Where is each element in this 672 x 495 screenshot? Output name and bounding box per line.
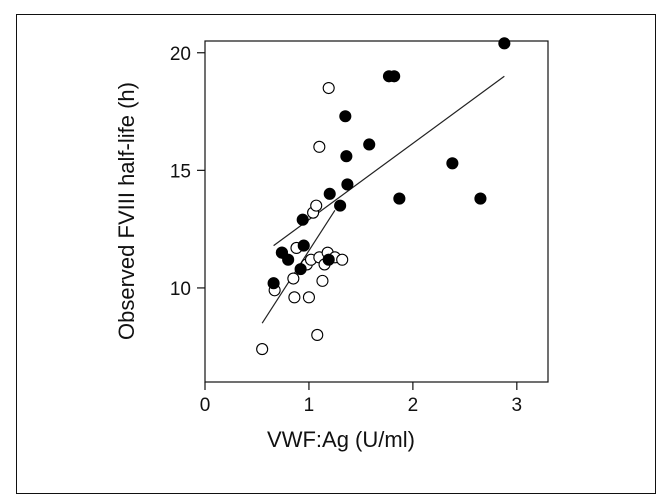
filled-point bbox=[334, 199, 347, 212]
open-point bbox=[313, 140, 326, 153]
filled-point bbox=[322, 253, 335, 266]
y-tick-label: 15 bbox=[170, 161, 191, 182]
data-points bbox=[256, 37, 511, 356]
figure-frame: 0 1 2 3 10 15 20 VWF:Ag (U/ml) Observed FVIII … bbox=[16, 14, 656, 494]
filled-point bbox=[294, 263, 307, 276]
y-tick-label: 20 bbox=[170, 44, 191, 65]
filled-point bbox=[393, 192, 406, 205]
y-tick-label: 10 bbox=[170, 279, 191, 300]
filled-point bbox=[388, 70, 401, 83]
open-point bbox=[302, 291, 315, 304]
filled-point bbox=[297, 239, 310, 252]
fit-lines bbox=[261, 75, 505, 324]
open-point bbox=[322, 81, 335, 95]
open-point bbox=[316, 274, 329, 287]
filled-point bbox=[363, 138, 376, 151]
filled-point bbox=[323, 187, 336, 200]
filled-point bbox=[474, 192, 487, 205]
filled-point bbox=[341, 178, 354, 191]
open-point bbox=[310, 199, 323, 212]
open-point bbox=[288, 291, 301, 304]
y-axis-label: Observed FVIII half-life (h) bbox=[114, 82, 139, 340]
open-point bbox=[256, 343, 269, 356]
x-tick-label: 2 bbox=[408, 395, 419, 416]
filled-point bbox=[267, 277, 280, 290]
axis-ticks: 0 1 2 3 10 15 20 bbox=[170, 44, 522, 416]
scatter-chart: 0 1 2 3 10 15 20 VWF:Ag (U/ml) Observed FVIII … bbox=[114, 37, 549, 452]
filled-point bbox=[296, 213, 309, 226]
filled-point bbox=[282, 253, 295, 266]
plot-area-border bbox=[204, 40, 549, 383]
filled-point bbox=[339, 110, 352, 123]
open-point bbox=[311, 328, 324, 342]
x-tick-label: 1 bbox=[304, 395, 315, 416]
filled-point bbox=[446, 157, 459, 170]
filled-point bbox=[340, 150, 353, 163]
open-point bbox=[287, 272, 300, 285]
x-axis-label: VWF:Ag (U/ml) bbox=[267, 427, 415, 452]
filled-point bbox=[498, 37, 511, 50]
x-tick-label: 3 bbox=[512, 395, 523, 416]
open-point bbox=[336, 253, 349, 266]
x-tick-label: 0 bbox=[200, 395, 211, 416]
